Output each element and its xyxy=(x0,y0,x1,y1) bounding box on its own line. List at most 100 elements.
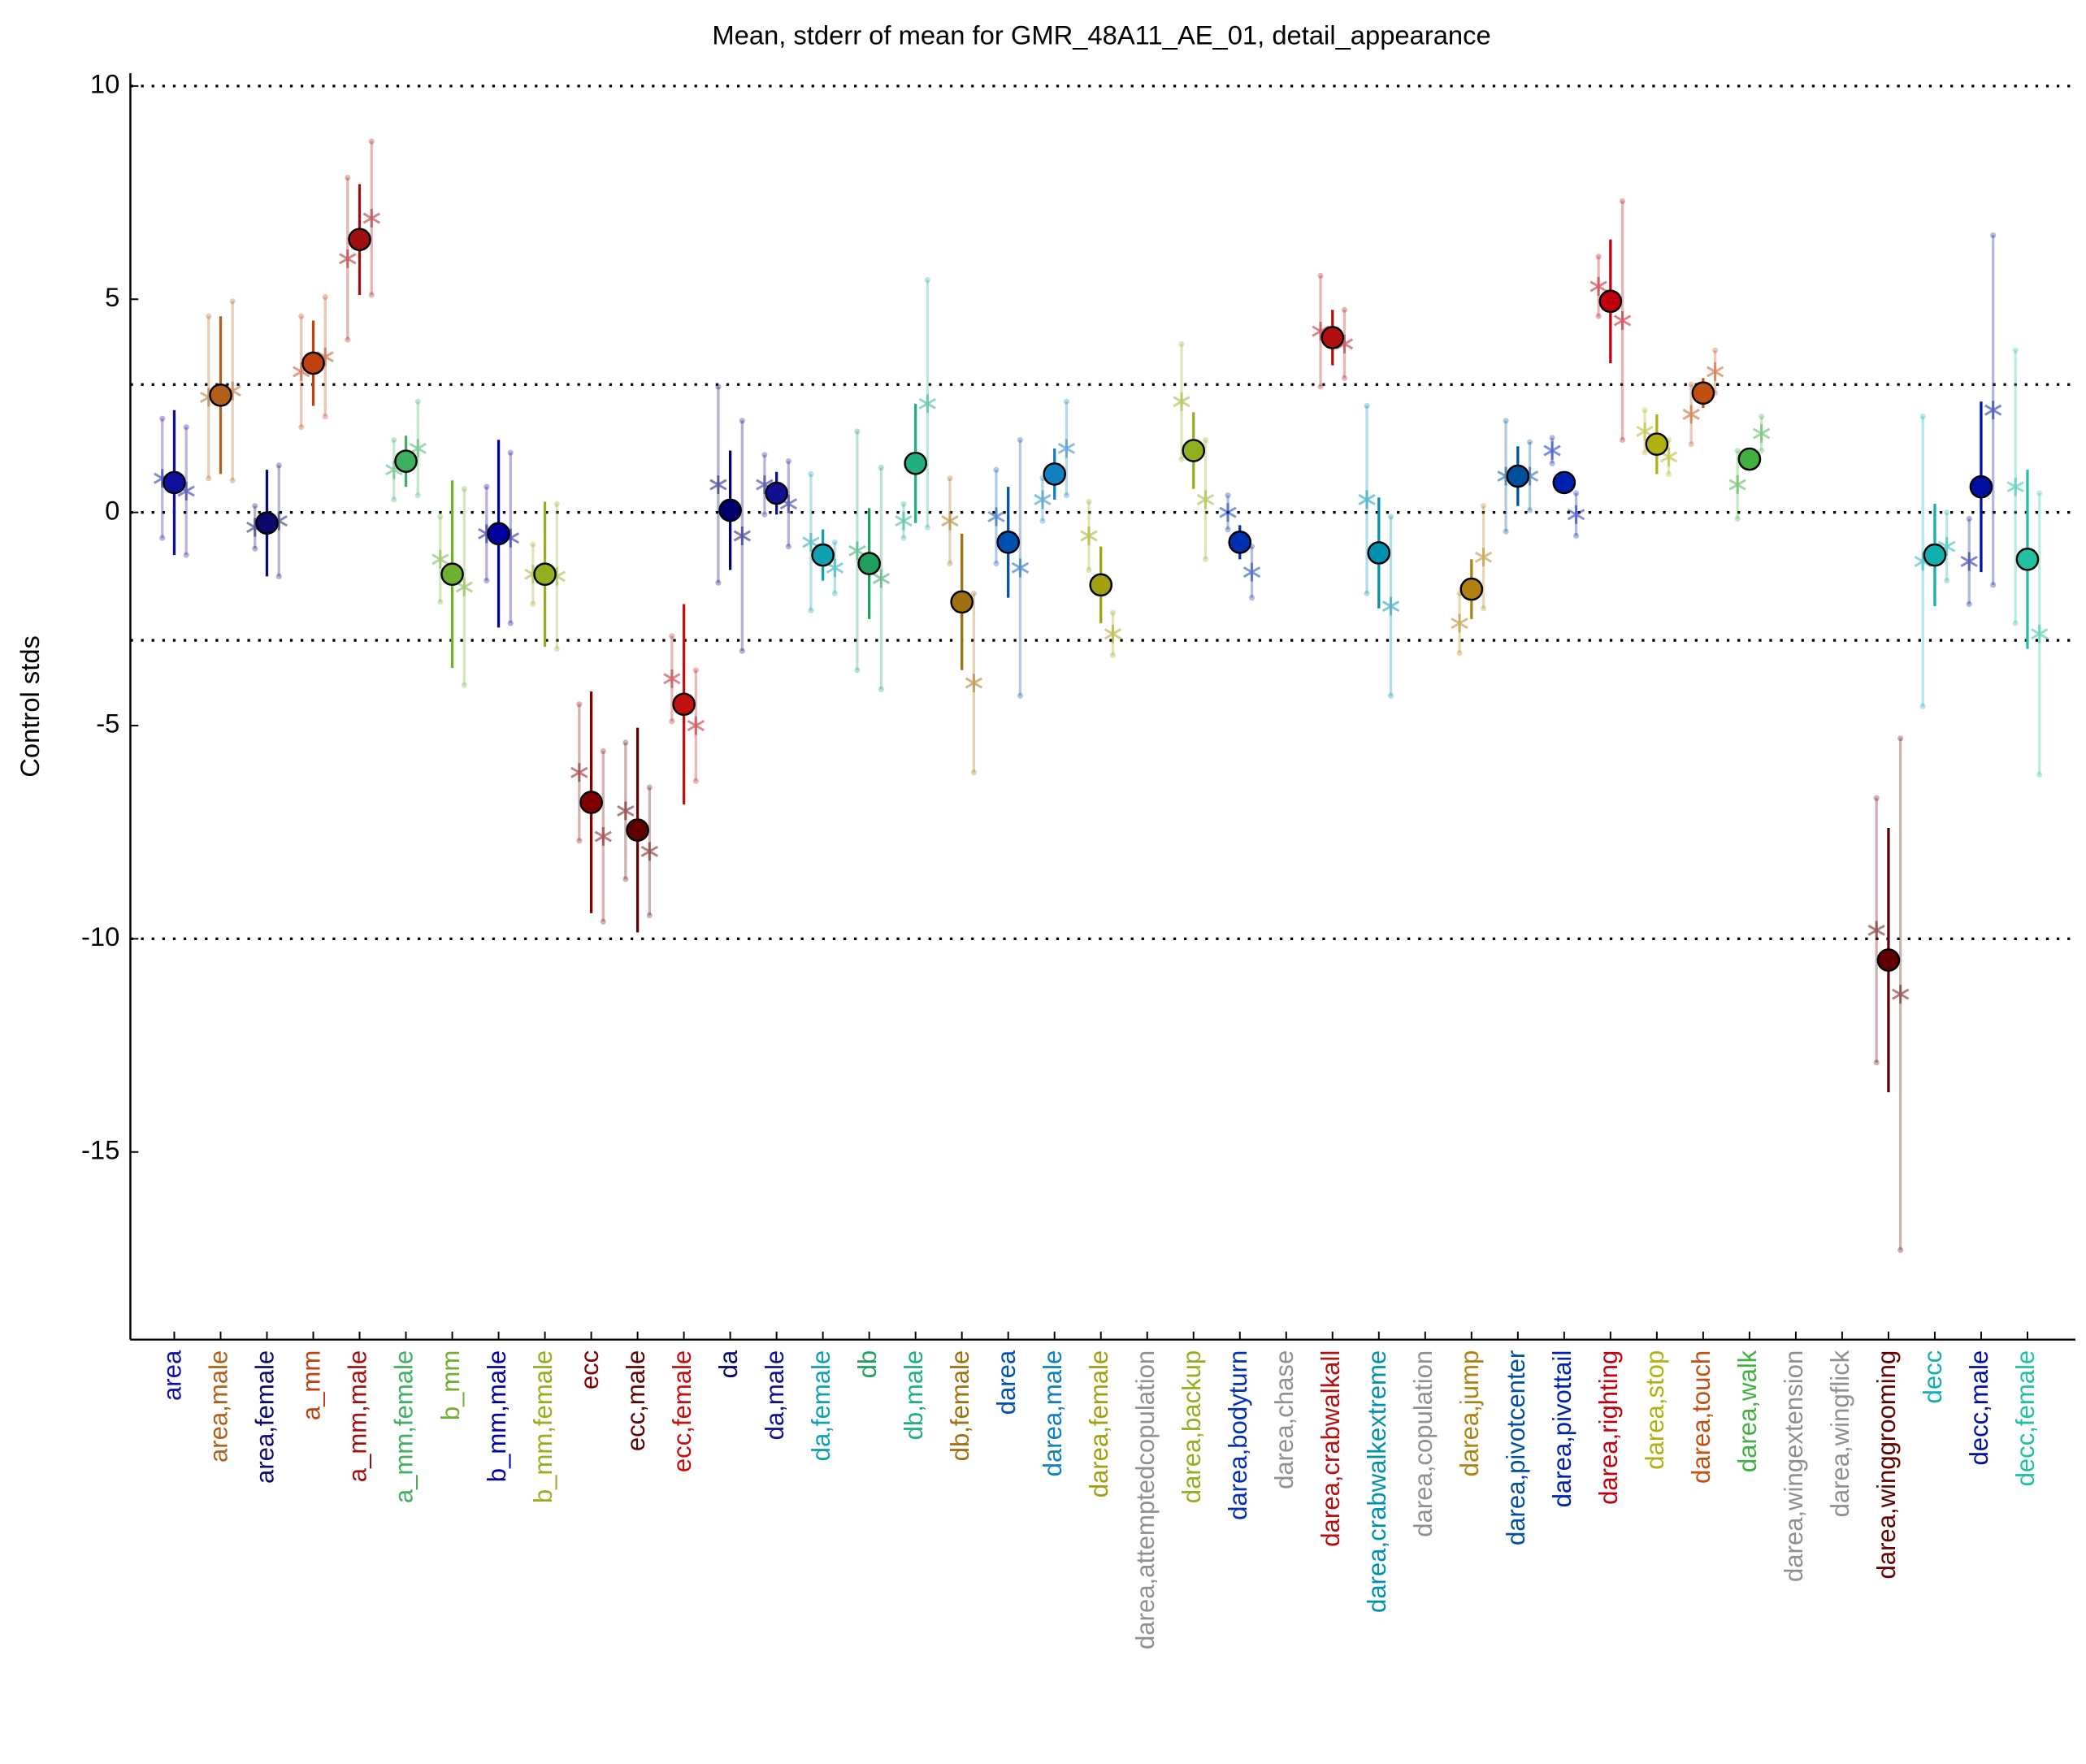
error-cap xyxy=(1364,590,1370,596)
error-cap xyxy=(622,876,629,882)
x-tick-label: darea,wingextension xyxy=(1780,1350,1808,1582)
mean-marker xyxy=(950,590,974,614)
star-marker xyxy=(1242,562,1261,582)
error-cap xyxy=(1017,692,1024,699)
error-cap xyxy=(1919,413,1926,420)
error-cap xyxy=(391,436,397,444)
error-cap xyxy=(1619,197,1626,205)
mean-marker xyxy=(1321,326,1345,349)
error-cap xyxy=(900,501,907,507)
error-cap xyxy=(785,544,791,550)
x-tick-label: da,female xyxy=(807,1350,835,1462)
mean-marker xyxy=(1506,464,1530,488)
error-cap xyxy=(1966,515,1972,522)
star-marker xyxy=(1474,548,1493,567)
mean-marker xyxy=(394,449,418,473)
star-marker xyxy=(1451,613,1468,633)
y-tick-label: -10 xyxy=(81,921,119,951)
x-tick-label: a_mm,male xyxy=(344,1350,372,1482)
mean-marker xyxy=(857,552,881,575)
error-cap xyxy=(1202,436,1209,444)
error-cap xyxy=(391,496,397,503)
error-cap xyxy=(2036,771,2043,778)
error-cap xyxy=(1364,402,1370,410)
mean-marker xyxy=(163,470,186,495)
error-cap xyxy=(1641,407,1648,414)
error-cap xyxy=(600,918,606,925)
star-marker xyxy=(918,394,937,414)
x-tick-label: darea,male xyxy=(1039,1350,1067,1477)
error-cap xyxy=(831,539,838,545)
error-cap xyxy=(1944,577,1950,584)
star-marker xyxy=(594,826,612,846)
error-cap xyxy=(1549,435,1555,441)
star-marker xyxy=(687,716,705,735)
star-marker xyxy=(1104,624,1122,644)
error-cap xyxy=(1063,398,1070,405)
mean-marker xyxy=(1552,470,1576,495)
star-marker xyxy=(1173,392,1190,411)
error-cap xyxy=(1503,418,1509,424)
x-tick-label: darea,winggrooming xyxy=(1872,1350,1901,1580)
star-marker xyxy=(617,801,635,821)
error-cap xyxy=(1619,436,1626,444)
star-marker xyxy=(872,569,891,588)
star-marker xyxy=(1589,277,1607,296)
error-cap xyxy=(229,477,236,483)
error-cap xyxy=(437,514,444,520)
star-marker xyxy=(1613,311,1632,330)
error-cap xyxy=(1317,272,1324,279)
x-tick-label: da xyxy=(714,1350,743,1378)
error-cap xyxy=(1688,381,1694,388)
star-marker xyxy=(1867,921,1885,940)
error-cap xyxy=(252,545,258,552)
error-cap xyxy=(1202,556,1209,562)
star-marker xyxy=(941,511,959,531)
error-cap xyxy=(1178,340,1185,347)
error-cap xyxy=(229,298,236,305)
error-cap xyxy=(368,292,375,298)
error-cap xyxy=(1456,650,1463,657)
error-cap xyxy=(739,648,745,654)
x-tick-label: darea,backup xyxy=(1177,1350,1206,1503)
star-marker xyxy=(895,511,913,531)
error-cap xyxy=(993,466,1000,473)
x-tick-label: decc xyxy=(1919,1350,1947,1404)
error-cap xyxy=(298,313,305,319)
mean-marker xyxy=(904,451,927,475)
mean-marker xyxy=(1598,289,1623,314)
mean-marker xyxy=(1182,439,1206,462)
star-marker xyxy=(339,249,357,268)
mean-marker xyxy=(533,562,557,587)
error-cap xyxy=(206,475,212,482)
error-cap xyxy=(1225,492,1231,499)
star-marker xyxy=(1219,503,1237,522)
error-cap xyxy=(1503,528,1509,535)
error-cap xyxy=(646,784,653,791)
error-cap xyxy=(1641,449,1648,456)
mean-marker xyxy=(1876,948,1901,972)
x-tick-label: db,female xyxy=(946,1350,974,1462)
error-cap xyxy=(553,501,560,507)
error-cap xyxy=(1387,514,1394,520)
error-cap xyxy=(715,579,722,586)
mean-marker xyxy=(1459,577,1484,601)
error-cap xyxy=(854,428,861,435)
y-tick-label: 0 xyxy=(105,495,119,525)
star-marker xyxy=(848,541,866,561)
error-cap xyxy=(993,561,1000,567)
mean-marker xyxy=(301,351,325,375)
x-tick-label: a_mm xyxy=(297,1350,326,1420)
y-axis-label: Control stds xyxy=(15,635,45,778)
star-marker xyxy=(1636,422,1654,441)
star-marker xyxy=(1358,490,1376,509)
x-tick-label: area xyxy=(158,1350,187,1401)
error-cap xyxy=(345,175,351,181)
error-cap xyxy=(692,778,699,784)
error-cap xyxy=(808,470,814,478)
error-cap xyxy=(1480,605,1487,612)
error-cap xyxy=(461,486,467,492)
x-tick-label: area,male xyxy=(205,1350,233,1463)
y-tick-label: -5 xyxy=(96,709,119,739)
star-marker xyxy=(2006,477,2024,496)
